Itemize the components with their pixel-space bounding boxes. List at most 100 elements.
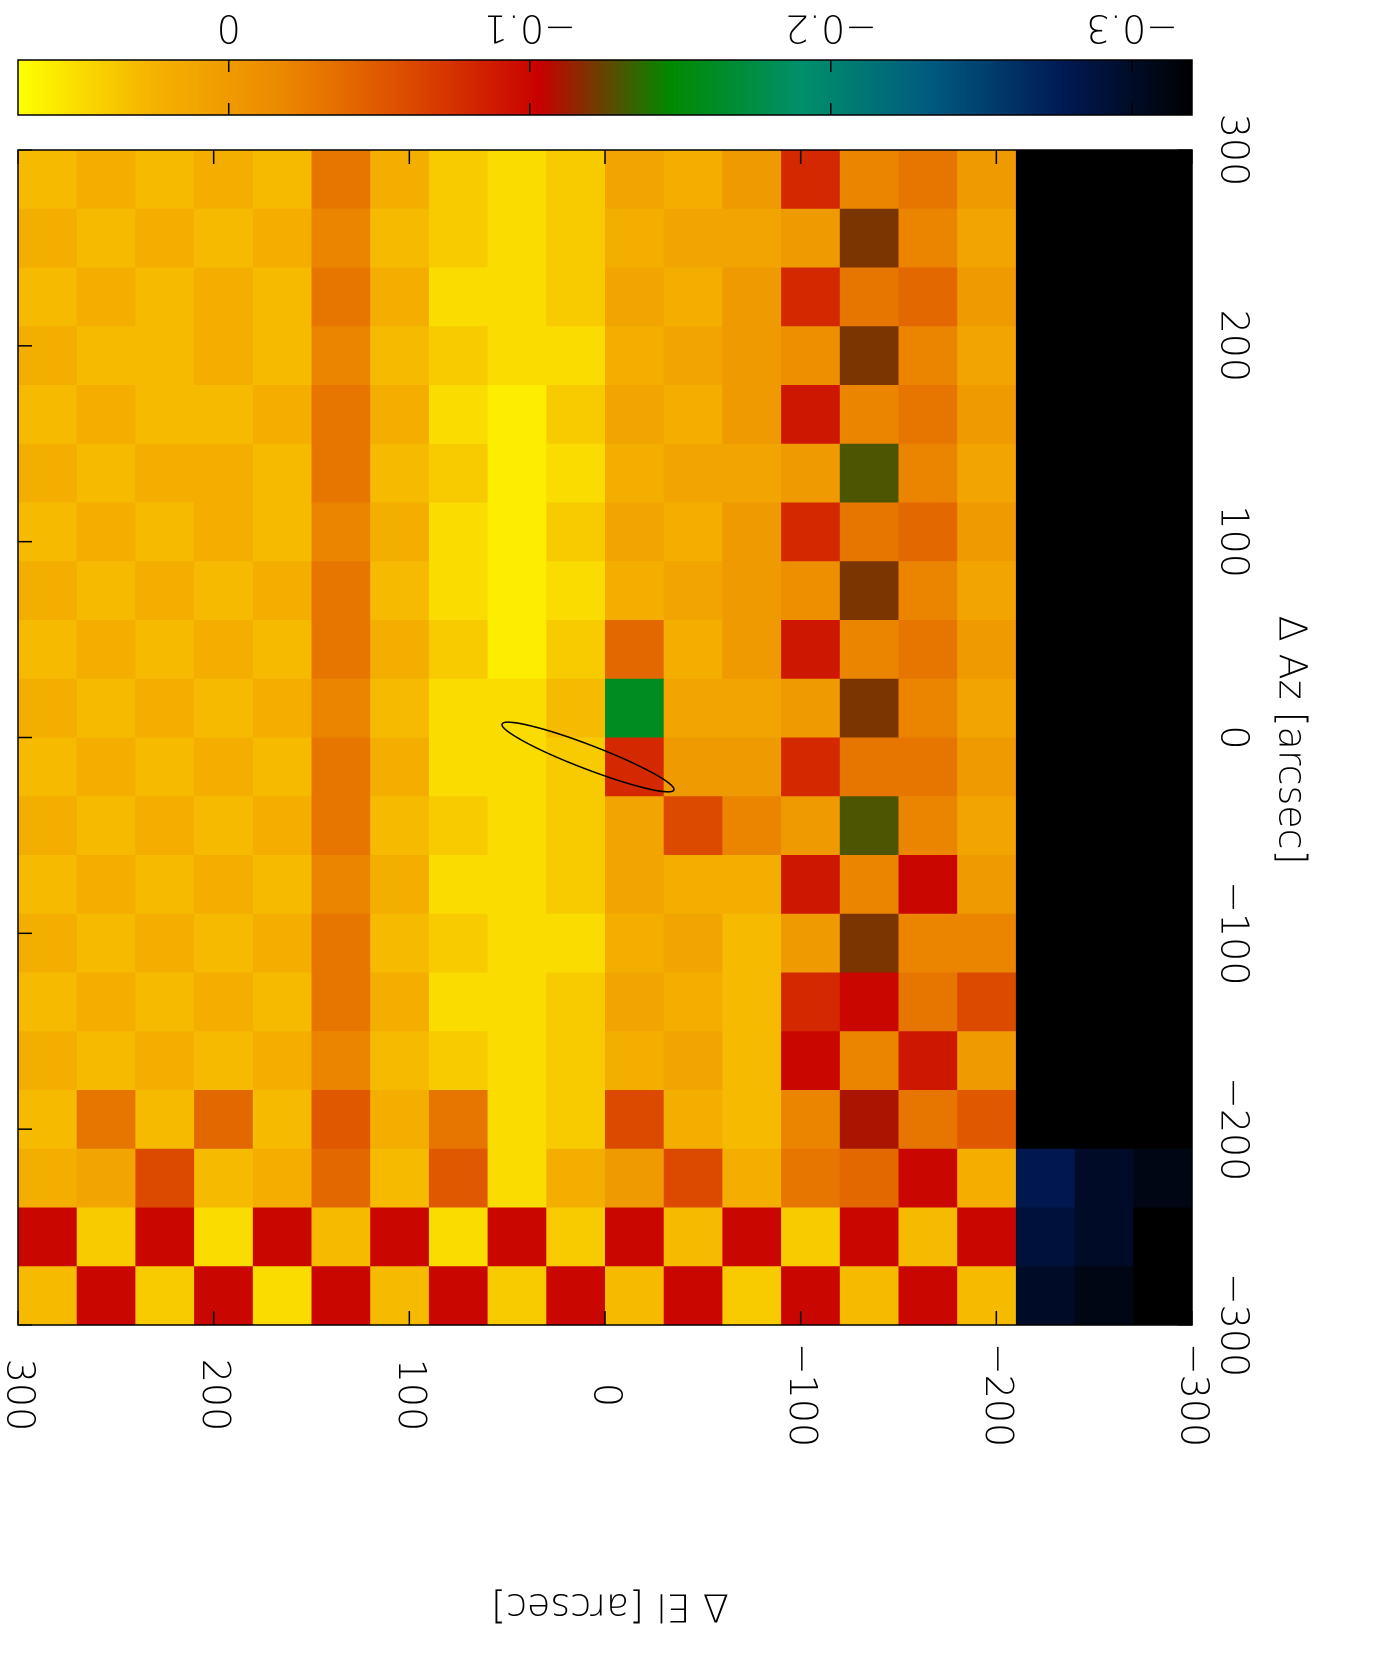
y-tick-label: 0 bbox=[1213, 725, 1257, 749]
heatmap-cell bbox=[546, 678, 606, 738]
heatmap-cell bbox=[428, 678, 489, 738]
heatmap-cell bbox=[546, 737, 606, 797]
heatmap-cell bbox=[1015, 1148, 1076, 1208]
heatmap-cell bbox=[546, 326, 606, 386]
heatmap-cell bbox=[76, 972, 136, 1032]
heatmap-cell bbox=[546, 855, 606, 915]
heatmap-cell bbox=[194, 1031, 254, 1091]
heatmap-cell bbox=[311, 678, 371, 738]
heatmap-cell bbox=[1015, 150, 1076, 210]
heatmap-cell bbox=[957, 267, 1017, 327]
heatmap-cell bbox=[76, 737, 136, 797]
heatmap-cell bbox=[1074, 443, 1134, 503]
y-tick-label: −200 bbox=[1213, 1077, 1257, 1181]
heatmap-cell bbox=[663, 385, 723, 445]
heatmap-cell bbox=[135, 150, 195, 210]
heatmap-cell bbox=[1015, 502, 1076, 562]
heatmap-cell bbox=[1074, 1207, 1134, 1267]
heatmap-cell bbox=[76, 326, 136, 386]
heatmap-cell bbox=[252, 620, 312, 680]
heatmap-cell bbox=[898, 678, 958, 738]
x-tick-label: 100 bbox=[390, 1359, 434, 1432]
heatmap-cell bbox=[194, 326, 254, 386]
heatmap-cell bbox=[370, 385, 430, 445]
heatmap-cell bbox=[370, 443, 430, 503]
heatmap-cell bbox=[311, 1148, 371, 1208]
heatmap-cell bbox=[781, 855, 841, 915]
heatmap-cell bbox=[252, 737, 312, 797]
heatmap-cell bbox=[370, 1266, 430, 1326]
heatmap-cell bbox=[76, 1090, 136, 1150]
heatmap-cell bbox=[781, 1148, 841, 1208]
colorbar-tick-label: −0.1 bbox=[484, 7, 576, 51]
heatmap-cell bbox=[194, 150, 254, 210]
heatmap-cell bbox=[605, 267, 665, 327]
heatmap-cell bbox=[898, 1090, 958, 1150]
heatmap-cell bbox=[898, 443, 958, 503]
x-tick-label: 200 bbox=[194, 1359, 238, 1432]
heatmap-cell bbox=[370, 1090, 430, 1150]
heatmap-cell bbox=[546, 267, 606, 327]
heatmap-cell bbox=[18, 1148, 78, 1208]
heatmap-cell bbox=[781, 443, 841, 503]
heatmap-cell bbox=[898, 326, 958, 386]
heatmap-cell bbox=[428, 1031, 489, 1091]
heatmap-cell bbox=[428, 855, 489, 915]
heatmap-cell bbox=[605, 1266, 665, 1326]
heatmap-cell bbox=[1133, 1207, 1193, 1267]
heatmap-cell bbox=[898, 972, 958, 1032]
heatmap-cell bbox=[487, 678, 547, 738]
x-tick-label: 300 bbox=[0, 1359, 43, 1432]
heatmap-cell bbox=[18, 913, 78, 973]
heatmap-cell bbox=[76, 913, 136, 973]
heatmap-cell bbox=[546, 913, 606, 973]
heatmap-cell bbox=[546, 208, 606, 268]
heatmap-cell bbox=[546, 1031, 606, 1091]
heatmap-cell bbox=[76, 678, 136, 738]
heatmap-cell bbox=[194, 502, 254, 562]
heatmap-cell bbox=[839, 972, 899, 1032]
x-tick-label: −300 bbox=[1173, 1343, 1217, 1447]
heatmap-cell bbox=[252, 855, 312, 915]
heatmap-cell bbox=[781, 972, 841, 1032]
heatmap-cell bbox=[722, 1148, 782, 1208]
heatmap-cell bbox=[781, 1031, 841, 1091]
heatmap-cell bbox=[487, 150, 547, 210]
heatmap-cell bbox=[1015, 796, 1076, 856]
heatmap-cell bbox=[839, 796, 899, 856]
heatmap-cell bbox=[839, 502, 899, 562]
heatmap-cell bbox=[605, 855, 665, 915]
heatmap-cell bbox=[311, 502, 371, 562]
heatmap-cell bbox=[76, 1031, 136, 1091]
heatmap-cell bbox=[135, 796, 195, 856]
heatmap-cell bbox=[605, 208, 665, 268]
heatmap-cell bbox=[722, 1266, 782, 1326]
heatmap-cell bbox=[194, 1148, 254, 1208]
heatmap-cell bbox=[311, 326, 371, 386]
heatmap-cell bbox=[428, 1148, 489, 1208]
heatmap-cell bbox=[428, 267, 489, 327]
heatmap-cell bbox=[311, 972, 371, 1032]
heatmap-cell bbox=[663, 1148, 723, 1208]
heatmap-cell bbox=[957, 972, 1017, 1032]
heatmap-cell bbox=[1015, 385, 1076, 445]
heatmap-cell bbox=[839, 150, 899, 210]
heatmap-cell bbox=[194, 620, 254, 680]
heatmap-cell bbox=[252, 385, 312, 445]
heatmap-cell bbox=[428, 385, 489, 445]
heatmap-cell bbox=[18, 678, 78, 738]
heatmap-cell bbox=[487, 443, 547, 503]
heatmap-cell bbox=[546, 1207, 606, 1267]
heatmap-cell bbox=[781, 385, 841, 445]
heatmap-cell bbox=[663, 678, 723, 738]
heatmap-cell bbox=[252, 267, 312, 327]
heatmap-cell bbox=[76, 1207, 136, 1267]
heatmap-cell bbox=[370, 1031, 430, 1091]
heatmap-cell bbox=[722, 737, 782, 797]
heatmap-cell bbox=[428, 502, 489, 562]
heatmap-cell bbox=[722, 796, 782, 856]
heatmap-cell bbox=[605, 972, 665, 1032]
heatmap-cell bbox=[663, 267, 723, 327]
heatmap-cell bbox=[1074, 913, 1134, 973]
heatmap-cell bbox=[135, 208, 195, 268]
